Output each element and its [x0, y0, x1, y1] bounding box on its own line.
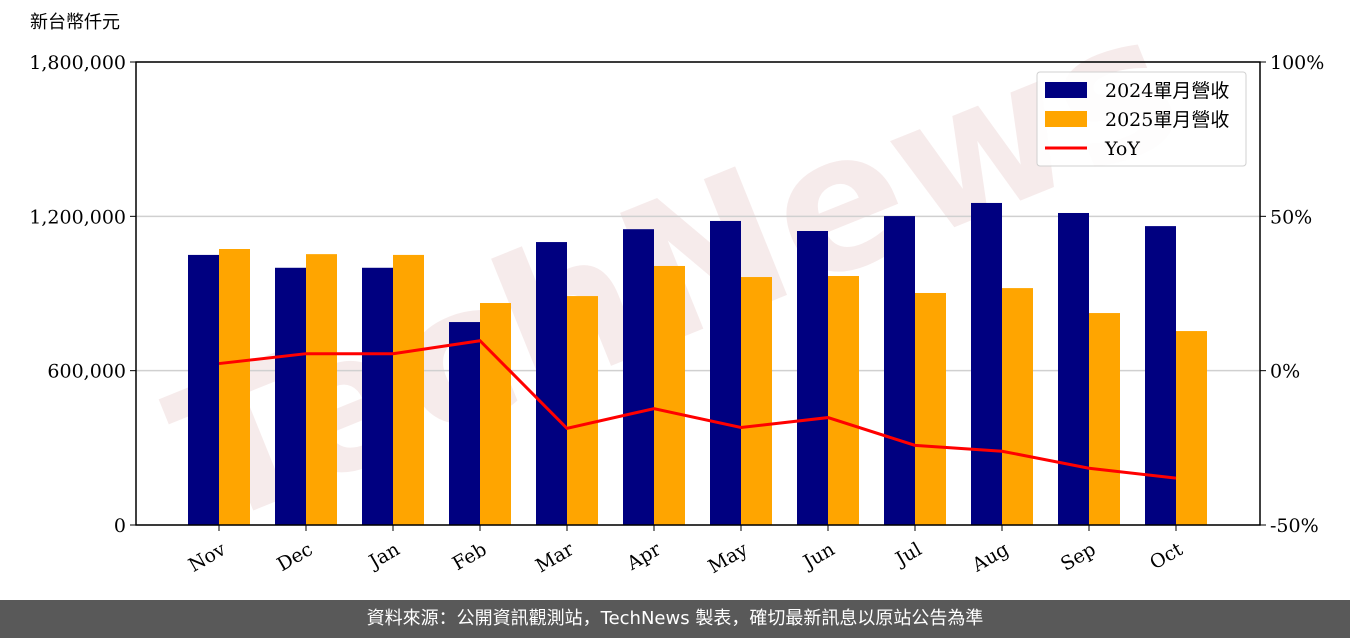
- plot-frame: [135, 61, 1261, 526]
- bar: [449, 322, 480, 525]
- chart: 新台幣仟元 TechNews 0600,0001,200,0001,800,00…: [29, 0, 1324, 578]
- bar: [567, 296, 598, 525]
- bar: [219, 249, 250, 525]
- x-tick-label: Feb: [449, 538, 491, 575]
- bar: [1058, 212, 1089, 525]
- x-tick-label: Jul: [890, 538, 925, 571]
- bar: [741, 277, 772, 525]
- bar: [480, 303, 511, 525]
- y-tick-label: 1,800,000: [29, 52, 126, 74]
- bar: [710, 220, 741, 526]
- bar: [536, 242, 567, 526]
- legend-label: 2024單月營收: [1105, 80, 1229, 102]
- bar: [623, 229, 654, 525]
- y-axis-label: 新台幣仟元: [30, 12, 120, 33]
- bar: [1089, 313, 1120, 525]
- bar: [275, 267, 306, 525]
- y-tick-label: 600,000: [47, 361, 126, 383]
- y2-tick-label: -50%: [1270, 515, 1319, 537]
- x-tick-label: Jun: [798, 538, 839, 574]
- x-tick-label: Oct: [1146, 538, 1187, 574]
- legend-swatch: [1045, 111, 1087, 127]
- y-tick-label: 0: [114, 515, 126, 537]
- legend-swatch: [1045, 82, 1087, 98]
- bar: [188, 254, 219, 525]
- legend-label: YoY: [1104, 138, 1140, 160]
- bar: [1176, 331, 1207, 525]
- bar: [797, 230, 828, 525]
- legend-box: [1036, 71, 1247, 167]
- y-tick-label: 1,200,000: [29, 206, 126, 228]
- bar: [1145, 226, 1176, 525]
- x-tick-label: Mar: [532, 538, 578, 577]
- x-tick-label: Apr: [622, 538, 665, 575]
- y2-tick-label: 0%: [1270, 361, 1300, 383]
- x-tick-label: Jan: [364, 538, 404, 574]
- bar: [884, 216, 915, 525]
- bar: [362, 267, 393, 525]
- bar: [828, 276, 859, 525]
- bar: [1002, 288, 1033, 525]
- y2-tick-label: 50%: [1270, 206, 1312, 228]
- legend-label: 2025單月營收: [1105, 109, 1229, 131]
- footer: 資料來源：公開資訊觀測站，TechNews 製表，確切最新訊息以原站公告為準: [0, 600, 1350, 638]
- bar: [306, 254, 337, 525]
- bar: [393, 254, 424, 525]
- x-tick-label: Sep: [1057, 538, 1100, 575]
- x-tick-label: May: [705, 538, 752, 578]
- bar: [971, 202, 1002, 526]
- x-tick-label: Aug: [968, 538, 1013, 577]
- bar: [915, 292, 946, 525]
- bar: [654, 265, 685, 525]
- y2-tick-label: 100%: [1270, 52, 1324, 74]
- line: [218, 339, 1177, 480]
